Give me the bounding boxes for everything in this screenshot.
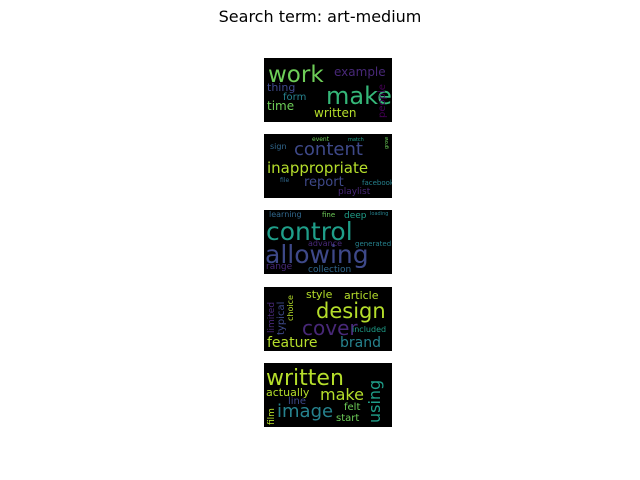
cloud-word: match bbox=[348, 137, 364, 143]
cloud-word: inappropriate bbox=[267, 159, 368, 177]
word-cloud-1: work make example thing form time people… bbox=[264, 58, 392, 122]
word-cloud-5: written using actually make line film im… bbox=[264, 363, 392, 427]
cloud-word: allowing bbox=[265, 240, 369, 269]
word-cloud-3: learning fine deep loading control allow… bbox=[264, 210, 392, 274]
cloud-word: form bbox=[283, 92, 306, 103]
cloud-word: style bbox=[306, 288, 333, 301]
cloud-word: using bbox=[365, 380, 384, 423]
cloud-word: generated bbox=[355, 240, 391, 248]
cloud-word: choice bbox=[286, 295, 295, 321]
cloud-word: written bbox=[314, 106, 356, 120]
cloud-word: advance bbox=[308, 239, 342, 248]
cloud-word: article bbox=[344, 289, 379, 302]
cloud-word: work bbox=[268, 62, 324, 88]
cloud-word: design bbox=[316, 299, 386, 323]
cloud-word: time bbox=[267, 99, 294, 113]
cloud-word: feature bbox=[267, 335, 318, 351]
cloud-word: file bbox=[280, 177, 289, 184]
cloud-word: fine bbox=[322, 211, 335, 219]
cloud-word: thing bbox=[267, 81, 295, 94]
cloud-word: make bbox=[326, 82, 392, 110]
cloud-word: example bbox=[334, 65, 386, 79]
cloud-word: deep bbox=[344, 211, 367, 221]
cloud-word: range bbox=[266, 262, 293, 272]
cloud-word: included bbox=[352, 325, 386, 334]
cloud-word: control bbox=[266, 217, 353, 246]
cloud-word: report bbox=[304, 175, 344, 190]
cloud-word: start bbox=[336, 413, 359, 424]
cloud-word: cover bbox=[302, 316, 358, 340]
cloud-word: learning bbox=[269, 210, 302, 219]
cloud-word: limited bbox=[267, 302, 277, 333]
word-cloud-4: style article limited typical choice des… bbox=[264, 287, 392, 351]
word-cloud-2: event match grow sign content inappropri… bbox=[264, 134, 392, 198]
cloud-word: content bbox=[294, 139, 363, 160]
cloud-word: line bbox=[288, 396, 306, 407]
cloud-word: facebook bbox=[362, 179, 392, 187]
cloud-word: collection bbox=[308, 265, 351, 274]
cloud-word: typical bbox=[276, 302, 287, 335]
cloud-word: written bbox=[266, 366, 344, 391]
cloud-word: sign bbox=[270, 142, 287, 151]
cloud-word: make bbox=[320, 385, 364, 404]
cloud-word: playlist bbox=[338, 187, 371, 197]
page-title: Search term: art-medium bbox=[218, 7, 422, 26]
cloud-word: event bbox=[312, 136, 330, 143]
cloud-word: people bbox=[377, 84, 388, 118]
cloud-word: loading bbox=[370, 211, 388, 217]
cloud-word: grow bbox=[384, 137, 390, 149]
cloud-word: felt bbox=[344, 402, 360, 413]
cloud-word: brand bbox=[340, 335, 381, 351]
cloud-word: actually bbox=[266, 386, 310, 399]
cloud-word: image bbox=[277, 401, 333, 422]
cloud-word: film bbox=[267, 408, 277, 425]
